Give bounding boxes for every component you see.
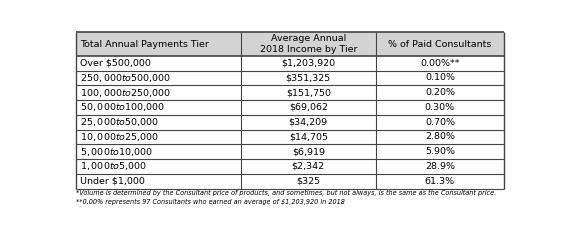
Text: $14,705: $14,705	[289, 132, 328, 141]
Bar	[76, 32, 504, 56]
Text: $50,000 to $100,000: $50,000 to $100,000	[80, 101, 166, 113]
Text: $1,000 to $5,000: $1,000 to $5,000	[80, 160, 148, 172]
Bar	[76, 85, 504, 100]
Text: **0.00% represents 97 Consultants who earned an average of $1,203,920 in 2018: **0.00% represents 97 Consultants who ea…	[76, 199, 345, 205]
Text: Total Annual Payments Tier: Total Annual Payments Tier	[80, 40, 209, 49]
Text: $10,000 to $25,000: $10,000 to $25,000	[80, 131, 160, 143]
Text: 0.00%**: 0.00%**	[420, 59, 460, 68]
Text: $5,000 to $10,000: $5,000 to $10,000	[80, 146, 153, 158]
Bar	[76, 130, 504, 144]
Text: $151,750: $151,750	[286, 88, 331, 97]
Bar	[76, 71, 504, 85]
Bar	[76, 159, 504, 174]
Text: Average Annual
2018 Income by Tier: Average Annual 2018 Income by Tier	[260, 34, 357, 54]
Text: % of Paid Consultants: % of Paid Consultants	[388, 40, 492, 49]
Text: 0.20%: 0.20%	[425, 88, 455, 97]
Text: $351,325: $351,325	[286, 73, 331, 82]
Text: $250,000 to $500,000: $250,000 to $500,000	[80, 72, 171, 84]
Text: $325: $325	[296, 177, 320, 186]
Text: 28.9%: 28.9%	[425, 162, 455, 171]
Text: 0.30%: 0.30%	[425, 103, 455, 112]
Text: $100,000 to $250,000: $100,000 to $250,000	[80, 87, 171, 99]
Text: $25,000 to $50,000: $25,000 to $50,000	[80, 116, 160, 128]
Text: $6,919: $6,919	[291, 147, 325, 156]
Text: 5.90%: 5.90%	[425, 147, 455, 156]
Bar	[76, 115, 504, 130]
Text: 0.10%: 0.10%	[425, 73, 455, 82]
Text: 2.80%: 2.80%	[425, 132, 455, 141]
Text: $69,062: $69,062	[289, 103, 328, 112]
Bar	[76, 144, 504, 159]
Text: 61.3%: 61.3%	[425, 177, 455, 186]
Bar	[76, 56, 504, 71]
Text: *Volume is determined by the Consultant price of products, and sometimes, but no: *Volume is determined by the Consultant …	[76, 189, 496, 195]
Text: $34,209: $34,209	[289, 118, 328, 127]
Text: Over $500,000: Over $500,000	[80, 59, 151, 68]
Text: Under $1,000: Under $1,000	[80, 177, 145, 186]
Bar	[76, 100, 504, 115]
Text: $1,203,920: $1,203,920	[281, 59, 335, 68]
Bar	[76, 174, 504, 188]
Text: $2,342: $2,342	[291, 162, 325, 171]
Text: 0.70%: 0.70%	[425, 118, 455, 127]
